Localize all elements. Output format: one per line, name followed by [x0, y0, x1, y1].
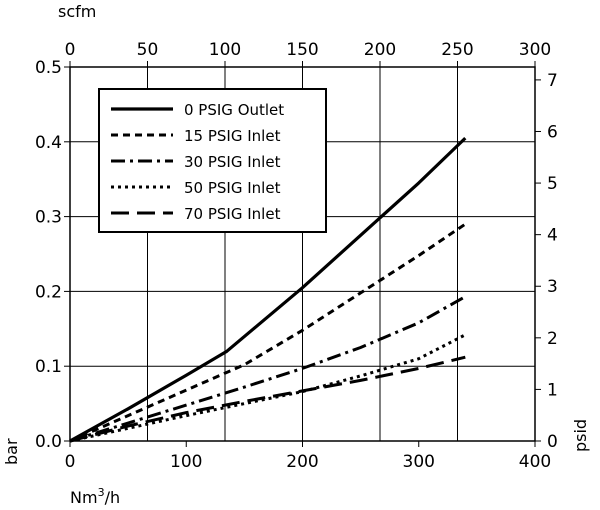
right-axis-label: psid [571, 419, 590, 452]
y-tick-label: 0.5 [35, 58, 62, 78]
x2-tick-label: 150 [286, 40, 318, 60]
y-tick-label: 0.0 [35, 432, 62, 452]
series-line-2 [69, 222, 467, 443]
y2-tick-label: 0 [547, 432, 558, 452]
x2-tick-label: 250 [441, 40, 473, 60]
x-tick-label: 0 [65, 452, 76, 472]
y2-tick-label: 7 [547, 71, 558, 91]
x-tick-label: 400 [519, 452, 551, 472]
y2-tick-label: 5 [547, 174, 558, 194]
x2-tick-label: 100 [209, 40, 241, 60]
top-axis-label: scfm [58, 2, 96, 21]
legend-label: 30 PSIG Inlet [184, 153, 281, 171]
y2-tick-label: 4 [547, 226, 558, 246]
x-axis-label-superscript: 3 [98, 486, 105, 499]
y-tick-label: 0.4 [35, 133, 62, 153]
y-tick-label: 0.1 [35, 357, 62, 377]
y-axis-label: bar [2, 438, 21, 465]
series-line-1 [69, 136, 467, 443]
x-tick-label: 100 [170, 452, 202, 472]
y2-tick-label: 3 [547, 277, 558, 297]
x-tick-label: 200 [286, 452, 318, 472]
y2-tick-label: 1 [547, 380, 558, 400]
series-line-5 [69, 355, 466, 443]
legend-label: 50 PSIG Inlet [184, 179, 281, 197]
x-axis-label: Nm3/h [70, 486, 120, 507]
y2-tick-label: 2 [547, 329, 558, 349]
legend: 0 PSIG Outlet 15 PSIG Inlet 30 PSIG Inlet 5… [98, 88, 327, 233]
plot-frame [69, 66, 536, 442]
x-tick-label: 300 [403, 452, 435, 472]
legend-label: 0 PSIG Outlet [184, 101, 284, 119]
x2-tick-label: 50 [137, 40, 159, 60]
legend-box [98, 88, 327, 233]
legend-label: 70 PSIG Inlet [184, 205, 281, 223]
x2-tick-label: 0 [65, 40, 76, 60]
x2-tick-label: 300 [519, 40, 551, 60]
y2-tick-label: 6 [547, 122, 558, 142]
series-line-3 [69, 295, 467, 443]
y-tick-label: 0.2 [35, 282, 62, 302]
x2-tick-label: 200 [364, 40, 396, 60]
legend-label: 15 PSIG Inlet [184, 127, 281, 145]
series-lines [69, 136, 467, 443]
y-tick-label: 0.3 [35, 208, 62, 228]
